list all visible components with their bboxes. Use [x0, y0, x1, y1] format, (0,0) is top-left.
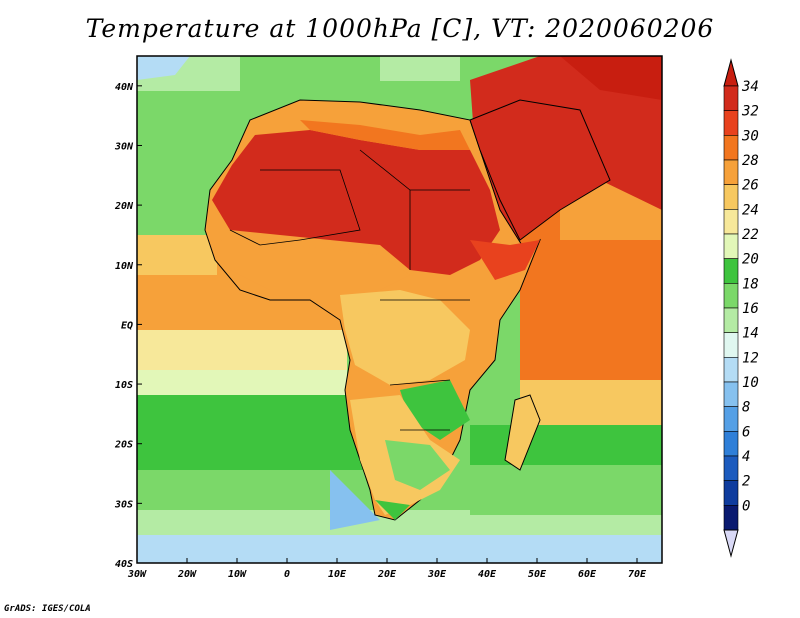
- map-field: [137, 56, 662, 563]
- credit-text: GrADS: IGES/COLA: [4, 604, 91, 614]
- lat-tick-label: 10N: [115, 261, 134, 272]
- colorbar-label: 20: [742, 252, 759, 268]
- colorbar-swatch: [723, 332, 739, 358]
- lon-tick-label: 30W: [127, 569, 147, 580]
- colorbar-swatch: [723, 381, 739, 407]
- colorbar-swatch: [723, 431, 739, 457]
- colorbar-swatch: [723, 480, 739, 506]
- colorbar-label: 8: [742, 400, 750, 416]
- colorbar-swatch: [723, 135, 739, 161]
- colorbar-swatch: [723, 307, 739, 333]
- lon-tick-label: 20E: [377, 569, 397, 580]
- colorbar-label: 30: [741, 128, 759, 144]
- colorbar-label: 34: [741, 79, 759, 95]
- lat-tick-label: 20N: [114, 201, 134, 212]
- lat-tick-label: EQ: [121, 320, 133, 331]
- colorbar-swatch: [723, 233, 739, 259]
- colorbar-swatch: [723, 85, 739, 111]
- colorbar-bottom-arrow: [723, 529, 739, 558]
- colorbar-swatch: [723, 258, 739, 284]
- colorbar-label: 24: [742, 202, 759, 218]
- colorbar-top-arrow: [723, 58, 739, 87]
- lat-tick-label: 30N: [114, 141, 134, 152]
- colorbar-label: 28: [742, 153, 759, 169]
- lat-tick-label: 40N: [115, 82, 134, 93]
- colorbar-swatch: [723, 283, 739, 309]
- lon-tick-label: 0: [284, 569, 290, 580]
- colorbar-label: 14: [742, 326, 759, 342]
- colorbar-label: 22: [742, 227, 759, 243]
- lon-tick-label: 20W: [177, 569, 197, 580]
- colorbar-swatch: [723, 406, 739, 432]
- lon-tick-label: 10E: [328, 569, 347, 580]
- colorbar-label: 4: [742, 449, 750, 465]
- colorbar-label: 6: [742, 424, 750, 440]
- lon-tick-label: 10W: [228, 569, 247, 580]
- colorbar-swatch: [723, 505, 739, 531]
- colorbar-label: 10: [742, 375, 759, 391]
- colorbar-swatch: [723, 357, 739, 383]
- lat-tick-label: 40S: [115, 559, 133, 570]
- lat-tick-label: 30S: [114, 499, 133, 510]
- colorbar-label: 2: [742, 474, 750, 490]
- colorbar-swatch: [723, 159, 739, 185]
- colorbar-swatch: [723, 110, 739, 136]
- colorbar-label: 16: [742, 301, 759, 317]
- colorbar-swatch: [723, 455, 739, 481]
- colorbar-label: 18: [742, 276, 759, 292]
- colorbar-label: 0: [742, 498, 750, 514]
- colorbar-swatch: [723, 184, 739, 210]
- colorbar-label: 26: [742, 178, 759, 194]
- lon-axis: 30W 20W 10W 0 10E 20E 30E 40E 50E 60E 70E: [127, 558, 647, 580]
- lon-tick-label: 30E: [427, 569, 447, 580]
- lat-tick-label: 10S: [115, 380, 133, 391]
- lat-tick-label: 20S: [114, 440, 133, 451]
- lon-tick-label: 40E: [478, 569, 497, 580]
- colorbar-label: 32: [741, 104, 759, 120]
- lon-tick-label: 70E: [628, 569, 647, 580]
- lat-axis: 40N 30N 20N 10N EQ 10S 20S 30S 40S: [114, 82, 142, 570]
- lon-tick-label: 50E: [528, 569, 547, 580]
- map-frame: [136, 55, 663, 564]
- colorbar-label: 12: [742, 350, 759, 366]
- map-title: Temperature at 1000hPa [C], VT: 20200602…: [85, 14, 715, 43]
- lon-tick-label: 60E: [578, 569, 597, 580]
- colorbar-swatch: [723, 209, 739, 235]
